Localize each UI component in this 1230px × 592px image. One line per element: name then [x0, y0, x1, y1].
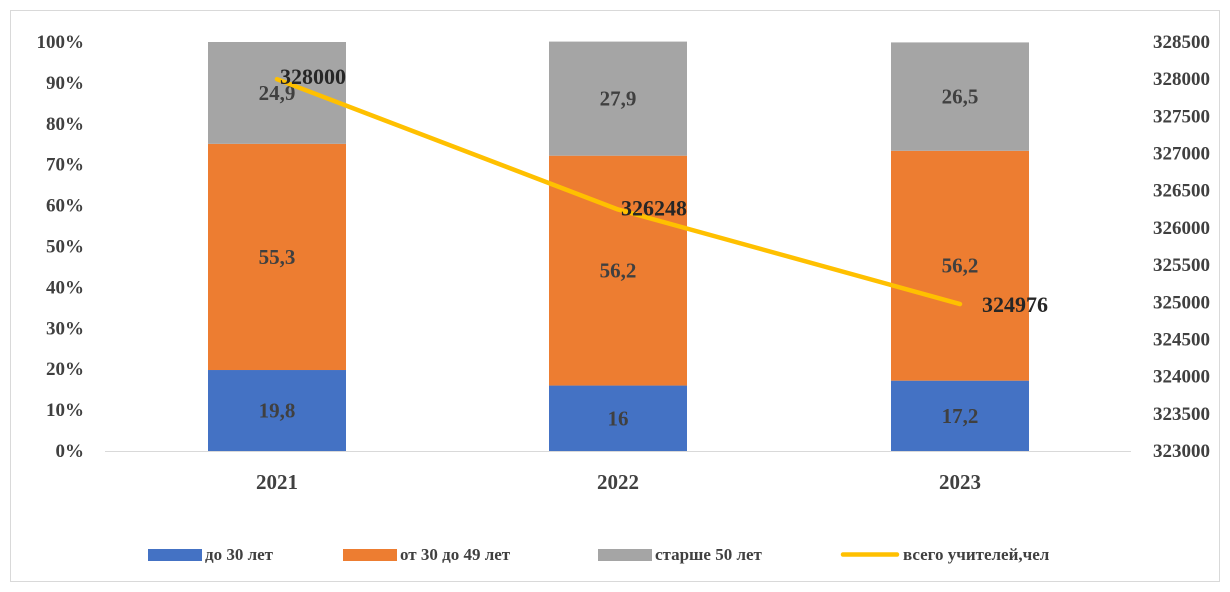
bar-segment — [549, 385, 687, 451]
bar-segment — [891, 380, 1029, 451]
left-tick-label: 90% — [46, 73, 84, 94]
right-tick-label: 325500 — [1153, 255, 1210, 276]
right-tick-label: 324000 — [1153, 367, 1210, 388]
left-tick-label: 40% — [46, 277, 84, 298]
left-tick-label: 100% — [37, 32, 85, 53]
right-axis: 323000 323500 324000 324500 325000 325500 3260… — [1153, 32, 1210, 462]
bar-data-label: 27,9 — [600, 87, 637, 111]
right-tick-label: 323000 — [1153, 441, 1210, 462]
line-data-label: 328000 — [280, 64, 346, 89]
bar-segment — [208, 42, 346, 144]
right-tick-label: 328000 — [1153, 69, 1210, 90]
legend-label: всего учителей,чел — [903, 545, 1050, 564]
bar-segment — [549, 41, 687, 156]
legend-swatch — [598, 549, 652, 561]
left-tick-label: 70% — [46, 155, 84, 176]
left-axis: 0% 10% 20% 30% 40% 50% 60% 70% 80% 90% 100% — [37, 32, 85, 462]
bar-data-label: 17,2 — [942, 404, 979, 428]
x-tick-label: 2021 — [256, 470, 298, 494]
legend: до 30 лет от 30 до 49 лет старше 50 лет все… — [148, 545, 1050, 564]
x-tick-label: 2023 — [939, 470, 981, 494]
line-series-group: 328000 326248 324976 — [274, 64, 1048, 317]
left-tick-label: 60% — [46, 196, 84, 217]
bar-data-label: 56,2 — [942, 254, 979, 278]
x-tick-label: 2022 — [597, 470, 639, 494]
left-tick-label: 20% — [46, 359, 84, 380]
left-tick-label: 30% — [46, 318, 84, 339]
bar-segment — [208, 370, 346, 451]
legend-label: старше 50 лет — [655, 545, 763, 564]
legend-label: от 30 до 49 лет — [400, 545, 511, 564]
bar-data-label: 56,2 — [600, 259, 637, 283]
right-tick-label: 323500 — [1153, 404, 1210, 425]
bar-data-label: 26,5 — [942, 85, 979, 109]
right-tick-label: 325000 — [1153, 292, 1210, 313]
right-tick-label: 324500 — [1153, 329, 1210, 350]
x-axis: 2021 2022 2023 — [256, 470, 981, 494]
bar-segment — [208, 143, 346, 371]
right-tick-label: 326000 — [1153, 218, 1210, 239]
left-tick-label: 50% — [46, 237, 84, 258]
bar-data-label: 16 — [608, 406, 629, 430]
line-data-label: 324976 — [982, 292, 1048, 317]
right-tick-label: 326500 — [1153, 181, 1210, 202]
line-series-path — [274, 76, 963, 307]
bar-data-label: 55,3 — [259, 245, 296, 269]
legend-swatch — [148, 549, 202, 561]
right-tick-label: 328500 — [1153, 32, 1210, 53]
left-tick-label: 80% — [46, 114, 84, 135]
bar-segment — [891, 42, 1029, 151]
legend-label: до 30 лет — [205, 545, 274, 564]
right-tick-label: 327500 — [1153, 106, 1210, 127]
bar-segment — [891, 150, 1029, 381]
line-data-label: 326248 — [621, 195, 687, 220]
right-tick-label: 327000 — [1153, 144, 1210, 165]
legend-swatch — [343, 549, 397, 561]
left-tick-label: 10% — [46, 400, 84, 421]
bar-data-label: 19,8 — [259, 399, 296, 423]
left-tick-label: 0% — [56, 441, 85, 462]
